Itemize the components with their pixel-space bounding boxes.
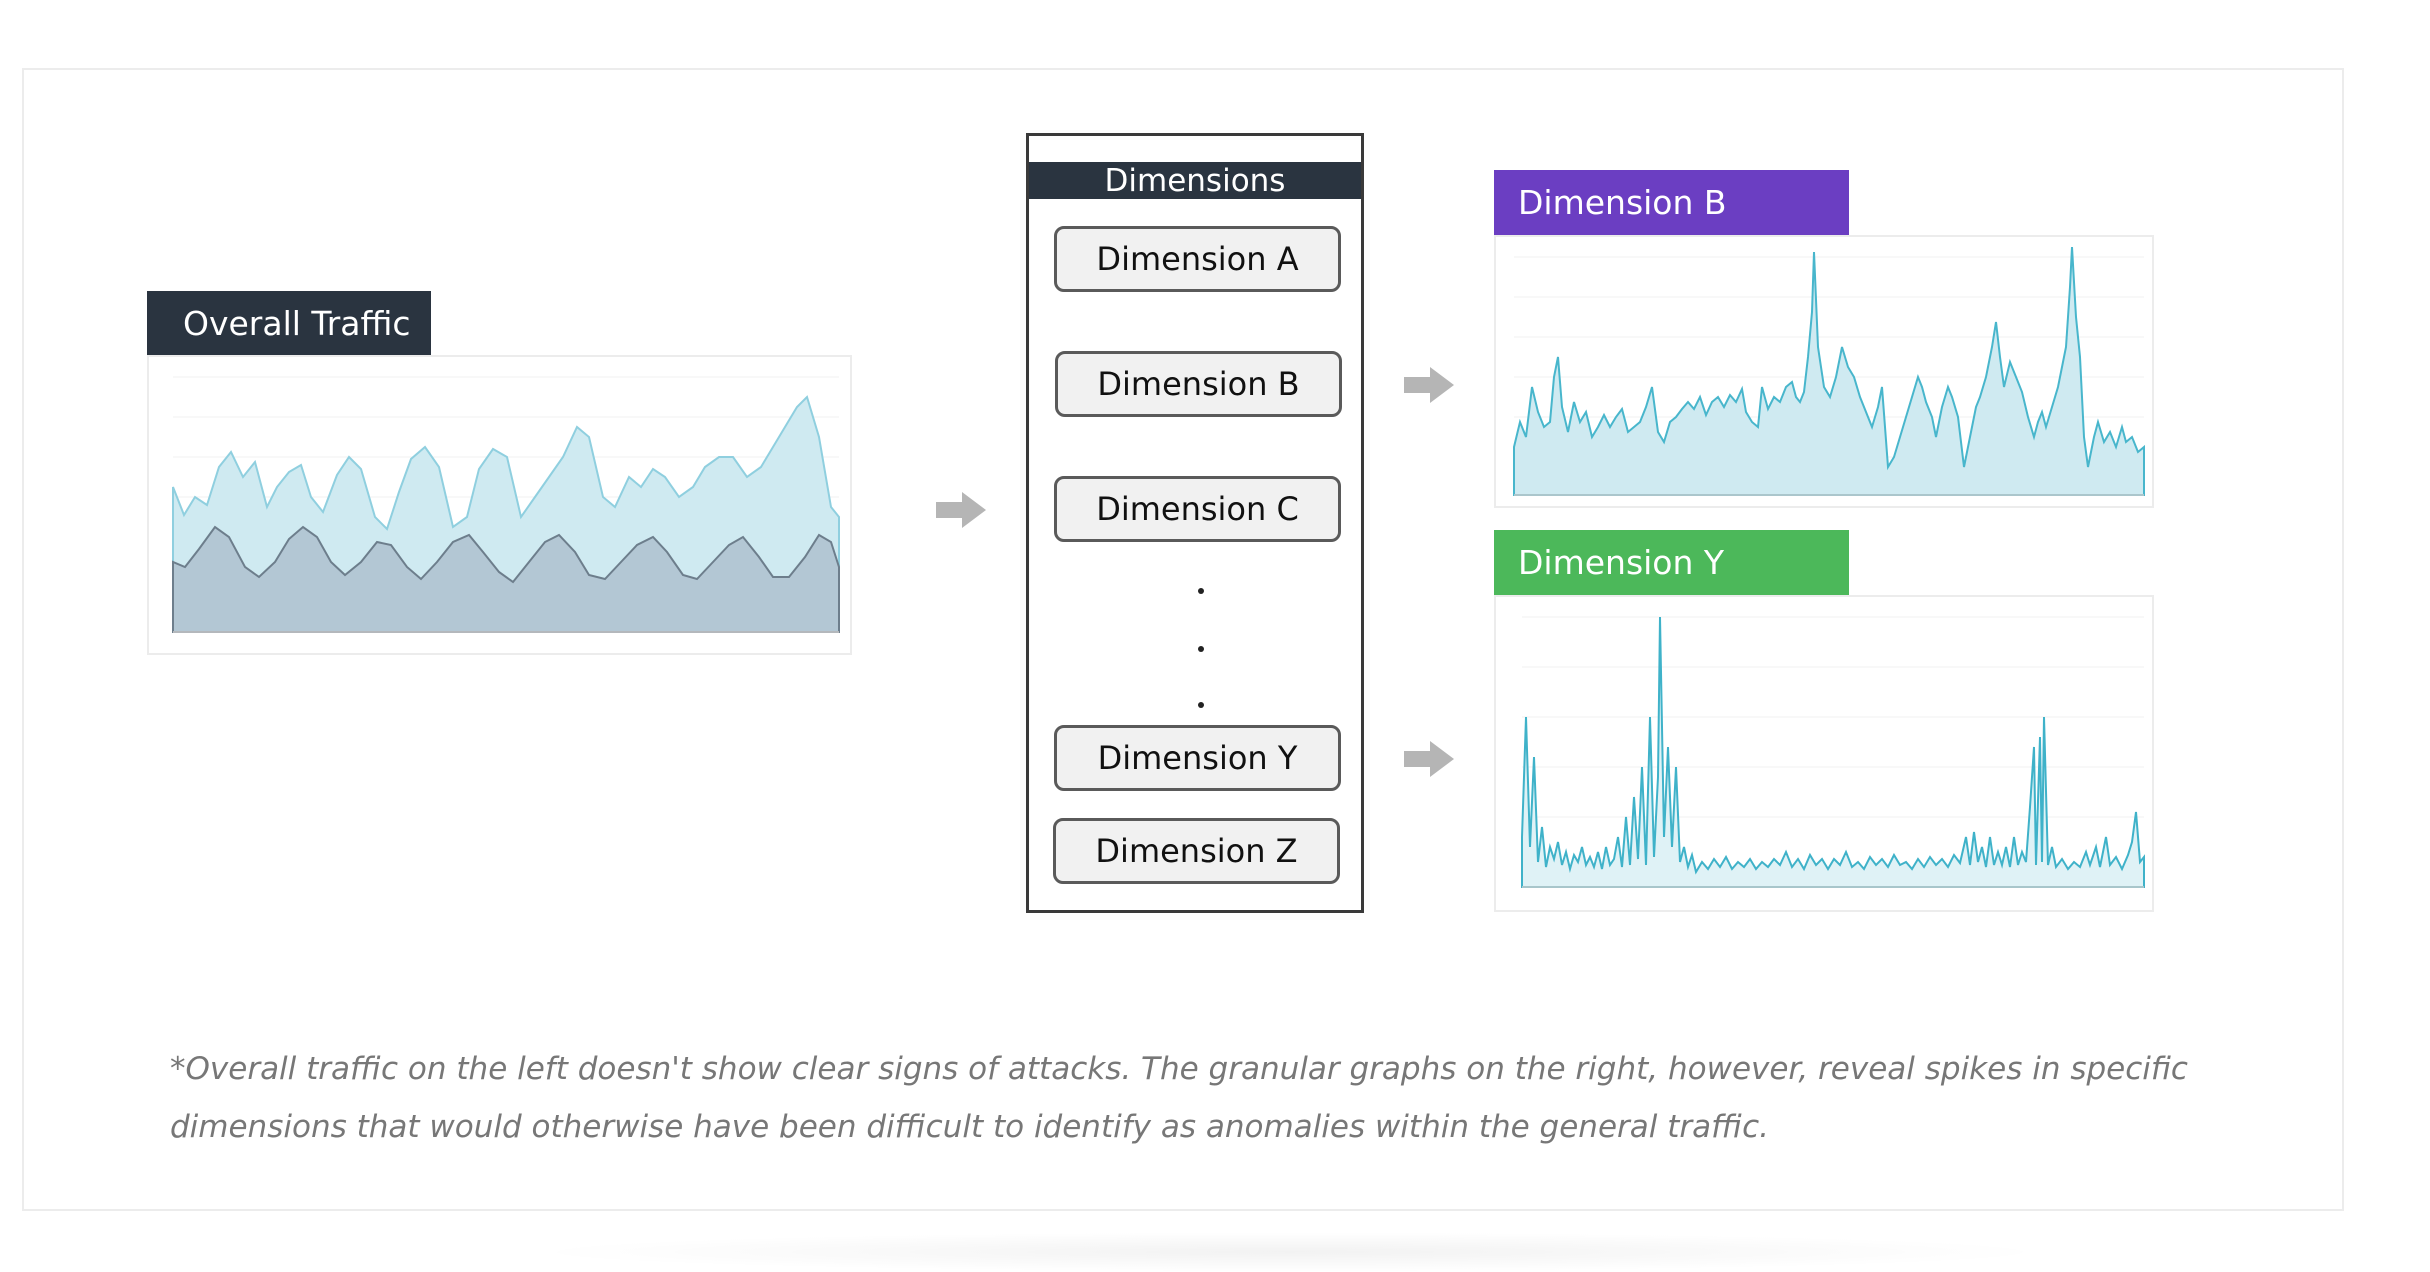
dimension-y-chart [1494,595,2154,912]
caption-line-2: dimensions that would otherwise have bee… [170,1109,1770,1145]
dimension-c-item[interactable]: Dimension C [1054,476,1341,542]
arrow-right-icon [936,492,986,528]
dimension-b-label: Dimension B [1494,170,1849,235]
bottom-shadow [520,1232,2060,1272]
dimensions-list: Dimensions Dimension A Dimension B Dimen… [1026,133,1364,913]
dimension-b-item[interactable]: Dimension B [1055,351,1342,417]
dimension-a-item[interactable]: Dimension A [1054,226,1341,292]
overall-traffic-chart [147,355,852,655]
dimensions-header: Dimensions [1029,162,1361,199]
ellipsis-dot [1198,646,1204,652]
arrow-right-icon [1404,367,1454,403]
ellipsis-dot [1198,588,1204,594]
dimension-y-label: Dimension Y [1494,530,1849,595]
ellipsis-dot [1198,702,1204,708]
dimension-b-area [1513,246,2145,496]
dimension-z-item[interactable]: Dimension Z [1053,818,1340,884]
dimension-y-line [1521,616,2145,888]
overall-dark-area [172,525,840,633]
arrow-right-icon [1404,741,1454,777]
caption-line-1: *Overall traffic on the left doesn't sho… [170,1051,2188,1087]
dimension-y-item[interactable]: Dimension Y [1054,725,1341,791]
overall-traffic-label: Overall Traffic [147,291,431,355]
dimension-b-chart [1494,235,2154,508]
caption: *Overall traffic on the left doesn't sho… [170,1040,2220,1156]
